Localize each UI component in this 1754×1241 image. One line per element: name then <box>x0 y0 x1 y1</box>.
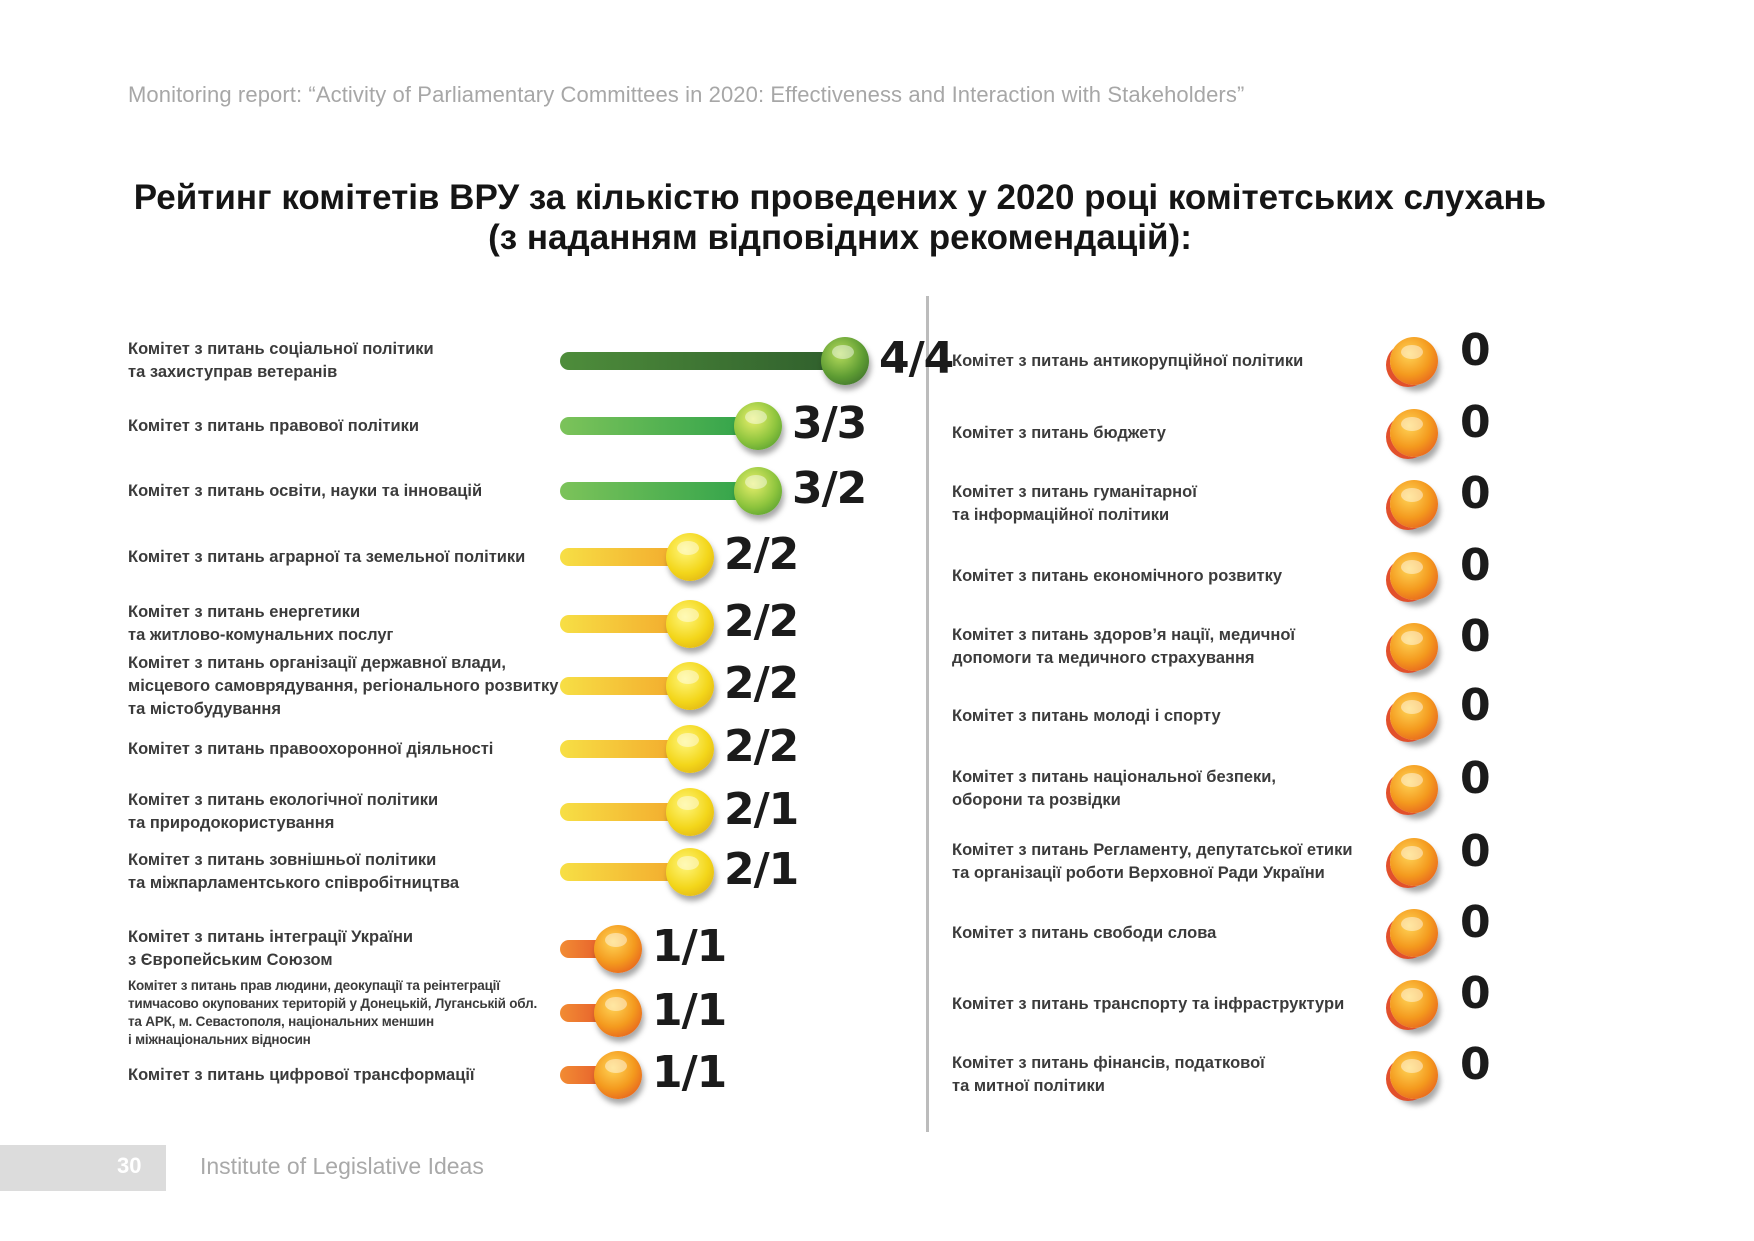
rating-ball <box>734 467 782 515</box>
rating-ball <box>594 1051 642 1099</box>
rating-bar <box>560 548 690 566</box>
rating-ball <box>594 989 642 1037</box>
committee-label: Комітет з питань зовнішньої політики та … <box>128 851 460 892</box>
committee-label: Комітет з питань аграрної та земельної п… <box>128 547 526 566</box>
committee-label: Комітет з питань свободи слова <box>952 923 1217 942</box>
rating-value: 0 <box>1460 468 1491 519</box>
rating-value: 3/2 <box>792 463 867 514</box>
rating-value: 2/2 <box>724 596 799 647</box>
rating-ball <box>1390 409 1438 457</box>
rating-bar <box>560 803 690 821</box>
rating-value: 3/3 <box>792 398 867 449</box>
page-number: 30 <box>117 1153 142 1178</box>
rating-bar <box>560 740 690 758</box>
rating-value: 0 <box>1460 826 1491 877</box>
rating-ball <box>666 600 714 648</box>
committee-label: Комітет з питань прав людини, деокупації… <box>128 978 538 1047</box>
rating-ball <box>734 402 782 450</box>
rating-ball <box>1390 552 1438 600</box>
rating-bar <box>560 863 690 881</box>
committee-label: Комітет з питань національної безпеки, о… <box>952 768 1276 809</box>
rating-bar <box>560 677 690 695</box>
rating-value: 2/1 <box>724 784 799 835</box>
committee-label: Комітет з питань гуманітарної та інформа… <box>952 483 1197 524</box>
committee-label: Комітет з питань правоохоронної діяльнос… <box>128 739 494 758</box>
rating-value: 0 <box>1460 325 1491 376</box>
committee-label: Комітет з питань бюджету <box>952 423 1166 442</box>
rating-value: 0 <box>1460 397 1491 448</box>
rating-value: 1/1 <box>652 985 727 1036</box>
rating-ball <box>666 848 714 896</box>
rating-ball <box>594 925 642 973</box>
rating-ball <box>666 533 714 581</box>
committee-label: Комітет з питань молоді і спорту <box>952 706 1221 725</box>
rating-ball <box>1390 480 1438 528</box>
committee-label: Комітет з питань соціальної політики та … <box>128 340 434 381</box>
rating-ball <box>666 788 714 836</box>
committee-label: Комітет з питань економічного розвитку <box>952 566 1283 585</box>
committee-label: Комітет з питань енергетики та житлово-к… <box>128 603 394 644</box>
rating-ball <box>1390 692 1438 740</box>
committee-label: Комітет з питань транспорту та інфрастру… <box>952 994 1345 1013</box>
column-divider <box>926 296 929 1132</box>
page-title: Рейтинг комітетів ВРУ за кількістю прове… <box>0 178 1680 258</box>
rating-ball <box>1390 909 1438 957</box>
rating-value: 2/2 <box>724 658 799 709</box>
committee-label: Комітет з питань інтеграції України з Єв… <box>128 928 414 969</box>
title-line-2: (з наданням відповідних рекомендацій): <box>488 218 1192 257</box>
rating-bar <box>560 417 758 435</box>
rating-value: 0 <box>1460 540 1491 591</box>
footer-org: Institute of Legislative Ideas <box>200 1153 484 1179</box>
title-line-1: Рейтинг комітетів ВРУ за кількістю прове… <box>133 178 1547 217</box>
committee-label: Комітет з питань здоров’я нації, медично… <box>952 626 1296 667</box>
rating-ball <box>1390 765 1438 813</box>
rating-value: 0 <box>1460 897 1491 948</box>
rating-value: 0 <box>1460 753 1491 804</box>
report-header: Monitoring report: “Activity of Parliame… <box>128 82 1245 107</box>
rating-ball <box>666 725 714 773</box>
rating-ball <box>821 337 869 385</box>
committee-label: Комітет з питань цифрової трансформації <box>128 1065 475 1084</box>
rating-ball <box>666 662 714 710</box>
rating-bar <box>560 352 845 370</box>
rating-bar <box>560 615 690 633</box>
committee-label: Комітет з питань антикорупційної політик… <box>952 351 1304 370</box>
committee-label: Комітет з питань правової політики <box>128 416 420 435</box>
rating-value: 1/1 <box>652 1047 727 1098</box>
committee-label: Комітет з питань освіти, науки та іннова… <box>128 481 483 500</box>
rating-value: 0 <box>1460 680 1491 731</box>
rating-value: 4/4 <box>879 333 954 384</box>
rating-ball <box>1390 838 1438 886</box>
rating-value: 2/2 <box>724 721 799 772</box>
rating-value: 1/1 <box>652 921 727 972</box>
committee-label: Комітет з питань Регламенту, депутатсько… <box>952 841 1353 882</box>
rating-ball <box>1390 1051 1438 1099</box>
rating-ball <box>1390 337 1438 385</box>
rating-value: 0 <box>1460 968 1491 1019</box>
footer-page-box <box>0 1145 166 1191</box>
rating-value: 2/2 <box>724 529 799 580</box>
rating-ball <box>1390 623 1438 671</box>
committee-label: Комітет з питань фінансів, податкової та… <box>952 1054 1265 1095</box>
committee-label: Комітет з питань організації державної в… <box>128 653 559 718</box>
rating-value: 0 <box>1460 611 1491 662</box>
rating-ball <box>1390 980 1438 1028</box>
rating-value: 2/1 <box>724 844 799 895</box>
rating-value: 0 <box>1460 1039 1491 1090</box>
committee-label: Комітет з питань екологічної політики та… <box>128 791 439 832</box>
rating-bar <box>560 482 758 500</box>
